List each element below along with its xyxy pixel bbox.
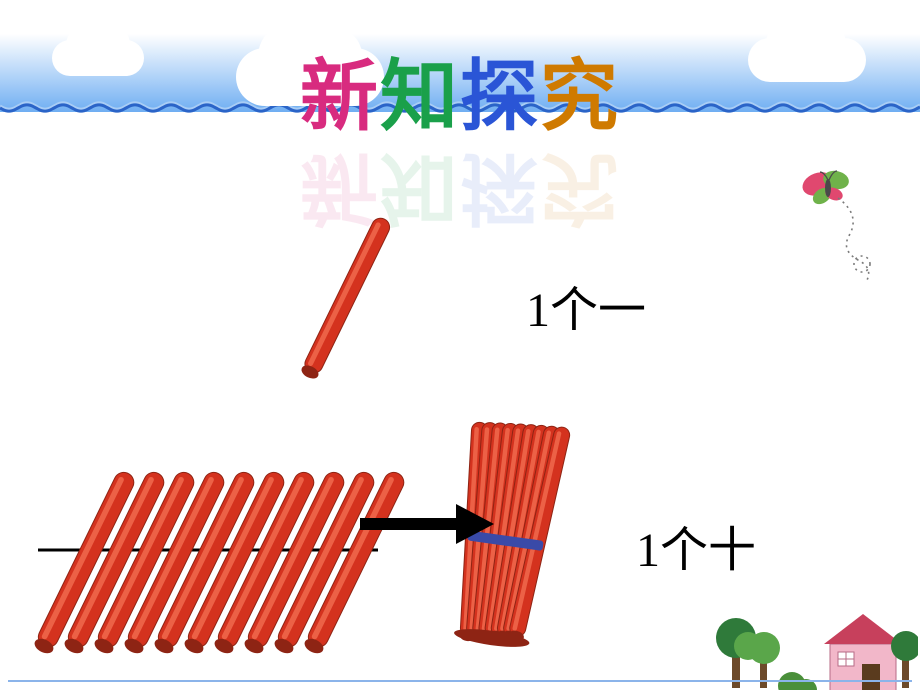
single-stick	[310, 372, 311, 373]
arrow-shaft	[360, 518, 456, 530]
row-of-sticks	[44, 646, 45, 647]
bottom-rule	[8, 680, 912, 682]
bundle-of-sticks	[492, 636, 493, 637]
arrow-head	[456, 504, 494, 544]
slide-stage: 新知探究 新知探究 1个一 1个十	[0, 34, 920, 690]
slide-title: 新知探究 新知探究	[0, 34, 920, 146]
label-one-unit: 1个一	[526, 270, 646, 340]
house-scene-decoration	[712, 590, 918, 690]
title-text: 新知探究	[0, 34, 920, 146]
label-one-ten: 1个十	[636, 510, 756, 580]
butterfly-decoration	[780, 164, 900, 294]
